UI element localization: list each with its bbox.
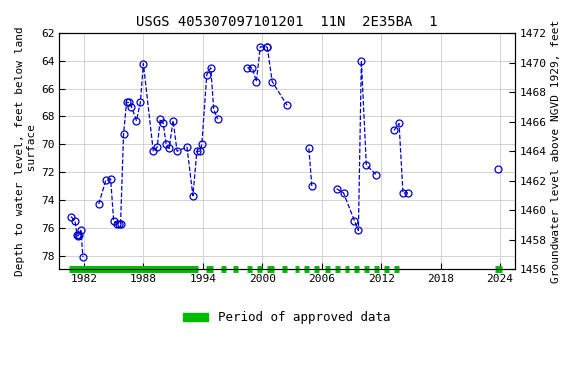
Y-axis label: Depth to water level, feet below land
 surface: Depth to water level, feet below land su…: [15, 26, 37, 276]
Y-axis label: Groundwater level above NGVD 1929, feet: Groundwater level above NGVD 1929, feet: [551, 20, 561, 283]
Title: USGS 405307097101201  11N  2E35BA  1: USGS 405307097101201 11N 2E35BA 1: [137, 15, 438, 29]
Legend: Period of approved data: Period of approved data: [179, 306, 396, 329]
